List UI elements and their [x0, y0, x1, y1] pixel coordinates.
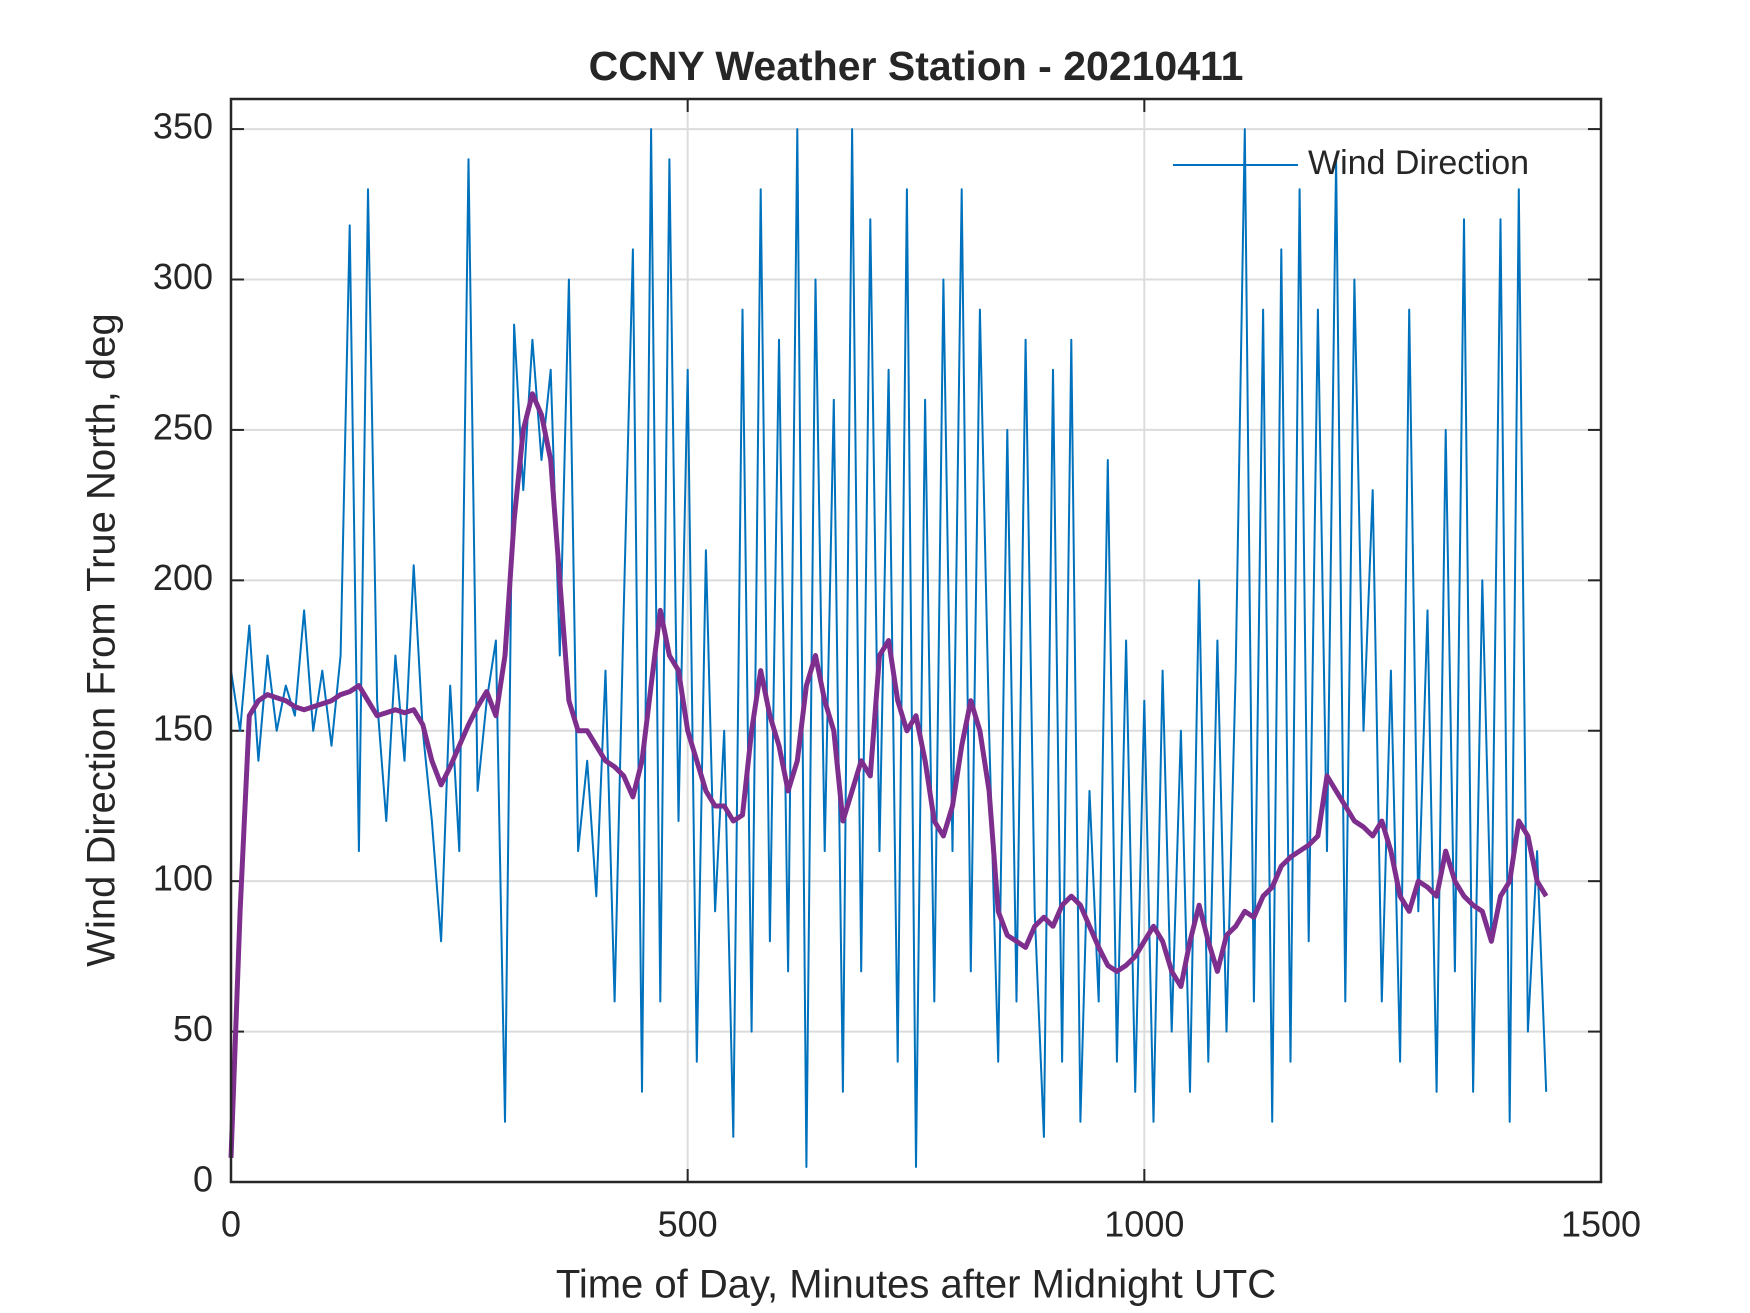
y-tick-label: 350: [153, 106, 213, 147]
x-tick-label: 500: [658, 1204, 718, 1245]
x-tick-label: 0: [221, 1204, 241, 1245]
legend-label: Wind Direction: [1308, 144, 1529, 182]
x-tick-label: 1500: [1561, 1204, 1641, 1245]
y-tick-label: 100: [153, 858, 213, 899]
y-axis-label: Wind Direction From True North, deg: [80, 313, 124, 967]
plot-frame: [229, 97, 1603, 1184]
chart-title: CCNY Weather Station - 20210411: [589, 43, 1244, 89]
y-tick-label: 300: [153, 256, 213, 297]
y-tick-label: 150: [153, 707, 213, 748]
x-axis-label: Time of Day, Minutes after Midnight UTC: [556, 1263, 1276, 1307]
y-tick-label: 50: [173, 1008, 213, 1049]
y-tick-label: 250: [153, 406, 213, 447]
series-line: [230, 128, 1548, 1168]
x-tick-label: 1000: [1104, 1204, 1184, 1245]
y-tick-label: 0: [193, 1159, 213, 1200]
series-line: [228, 391, 1549, 1158]
y-tick-label: 200: [153, 557, 213, 598]
